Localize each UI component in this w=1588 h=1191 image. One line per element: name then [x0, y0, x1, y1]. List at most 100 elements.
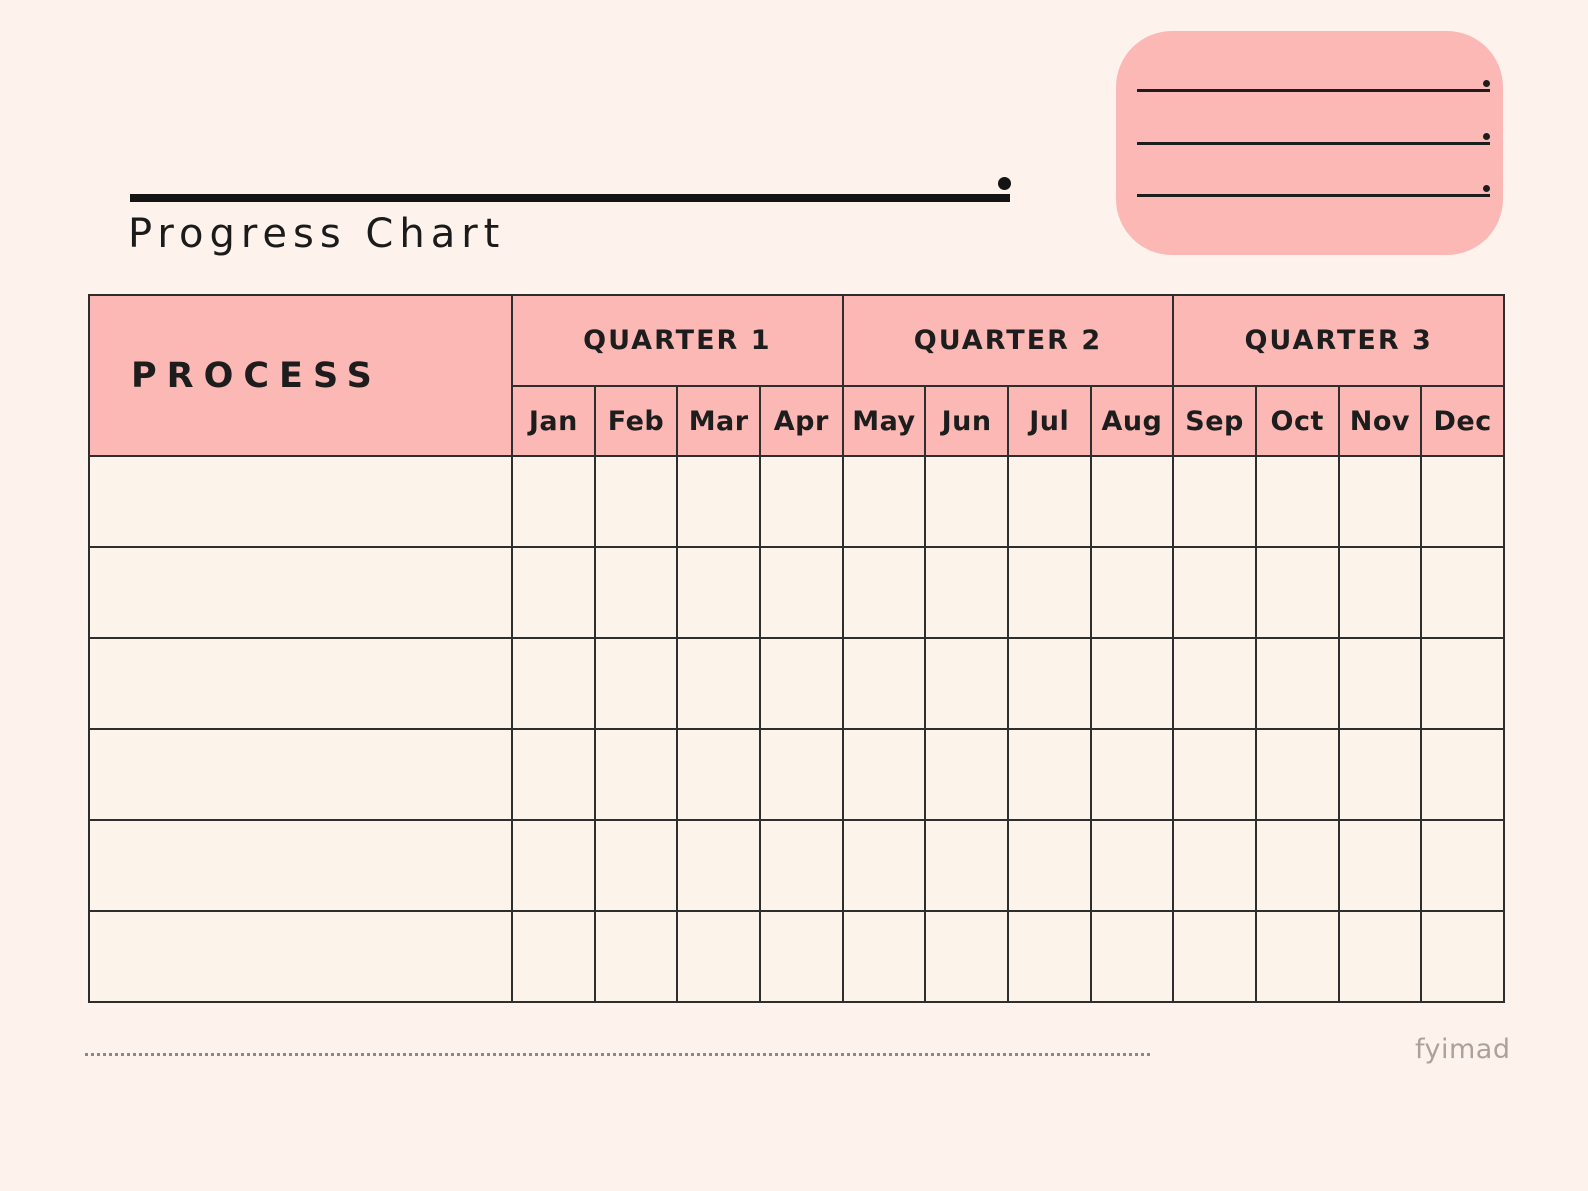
month-header-oct: Oct — [1254, 385, 1340, 457]
month-cell — [758, 546, 844, 639]
quarter-2-header: QUARTER 2 — [841, 294, 1175, 387]
month-cell — [511, 728, 596, 821]
process-cell — [88, 910, 513, 1003]
month-cell — [593, 546, 679, 639]
note-box — [1116, 31, 1503, 255]
month-cell — [511, 637, 596, 730]
month-cell — [676, 819, 761, 912]
month-header-jun: Jun — [924, 385, 1009, 457]
month-cell — [1337, 910, 1423, 1003]
month-cell — [1254, 546, 1340, 639]
note-line-dot-icon — [1483, 185, 1490, 192]
month-cell — [676, 910, 761, 1003]
month-header-apr: Apr — [758, 385, 844, 457]
month-cell — [676, 637, 761, 730]
table-row — [88, 637, 1505, 730]
month-cell — [676, 546, 761, 639]
month-cell — [1089, 546, 1175, 639]
month-header-jul: Jul — [1006, 385, 1092, 457]
note-writing-line — [1137, 185, 1490, 197]
month-header-nov: Nov — [1337, 385, 1423, 457]
month-cell — [1420, 910, 1505, 1003]
month-cell — [676, 455, 761, 548]
process-cell — [88, 455, 513, 548]
month-cell — [1006, 819, 1092, 912]
month-cell — [1254, 455, 1340, 548]
month-cell — [1006, 455, 1092, 548]
month-cell — [1172, 728, 1257, 821]
month-cell — [1089, 819, 1175, 912]
process-cell — [88, 728, 513, 821]
table-row — [88, 546, 1505, 639]
month-cell — [1254, 637, 1340, 730]
month-cell — [1420, 637, 1505, 730]
month-cell — [1172, 819, 1257, 912]
month-cell — [1172, 546, 1257, 639]
process-cell — [88, 546, 513, 639]
month-cell — [511, 819, 596, 912]
process-cell — [88, 819, 513, 912]
month-cell — [758, 637, 844, 730]
month-cell — [1172, 637, 1257, 730]
table-row — [88, 728, 1505, 821]
month-header-aug: Aug — [1089, 385, 1175, 457]
month-header-may: May — [841, 385, 927, 457]
month-cell — [924, 455, 1009, 548]
month-cell — [841, 546, 927, 639]
month-cell — [1420, 455, 1505, 548]
month-cell — [1089, 910, 1175, 1003]
month-cell — [1337, 455, 1423, 548]
table-body — [88, 455, 1505, 1003]
table-row — [88, 910, 1505, 1003]
month-cell — [593, 728, 679, 821]
month-cell — [511, 910, 596, 1003]
month-header-mar: Mar — [676, 385, 761, 457]
month-cell — [1420, 819, 1505, 912]
month-cell — [593, 819, 679, 912]
month-cell — [1006, 910, 1092, 1003]
month-cell — [1337, 819, 1423, 912]
month-header-dec: Dec — [1420, 385, 1505, 457]
month-cell — [924, 637, 1009, 730]
month-cell — [1254, 910, 1340, 1003]
month-header-feb: Feb — [593, 385, 679, 457]
month-cell — [841, 455, 927, 548]
month-cell — [1172, 910, 1257, 1003]
month-cell — [1089, 455, 1175, 548]
month-cell — [1006, 728, 1092, 821]
title-underline — [130, 177, 1011, 202]
month-cell — [593, 455, 679, 548]
month-cell — [924, 819, 1009, 912]
month-cell — [1254, 819, 1340, 912]
month-header-jan: Jan — [511, 385, 596, 457]
month-cell — [1337, 728, 1423, 821]
month-cell — [676, 728, 761, 821]
title-dot-icon — [998, 177, 1011, 190]
month-cell — [593, 637, 679, 730]
month-cell — [841, 728, 927, 821]
month-cell — [924, 546, 1009, 639]
month-cell — [1254, 728, 1340, 821]
page-title: Progress Chart — [128, 211, 506, 257]
month-header-sep: Sep — [1172, 385, 1257, 457]
month-cell — [841, 910, 927, 1003]
month-cell — [924, 910, 1009, 1003]
progress-table: PROCESS QUARTER 1 QUARTER 2 QUARTER 3 Ja… — [88, 294, 1505, 1003]
month-cell — [511, 455, 596, 548]
brand-watermark: fyimad — [1415, 1034, 1511, 1065]
month-cell — [1420, 728, 1505, 821]
month-cell — [841, 819, 927, 912]
process-cell — [88, 637, 513, 730]
month-cell — [1420, 546, 1505, 639]
month-cell — [1337, 546, 1423, 639]
month-cell — [593, 910, 679, 1003]
note-writing-line — [1137, 80, 1490, 92]
note-line-dot-icon — [1483, 133, 1490, 140]
month-cell — [758, 910, 844, 1003]
month-cell — [841, 637, 927, 730]
month-cell — [1006, 546, 1092, 639]
process-header: PROCESS — [88, 294, 513, 457]
note-line-dot-icon — [1483, 80, 1490, 87]
month-cell — [511, 546, 596, 639]
